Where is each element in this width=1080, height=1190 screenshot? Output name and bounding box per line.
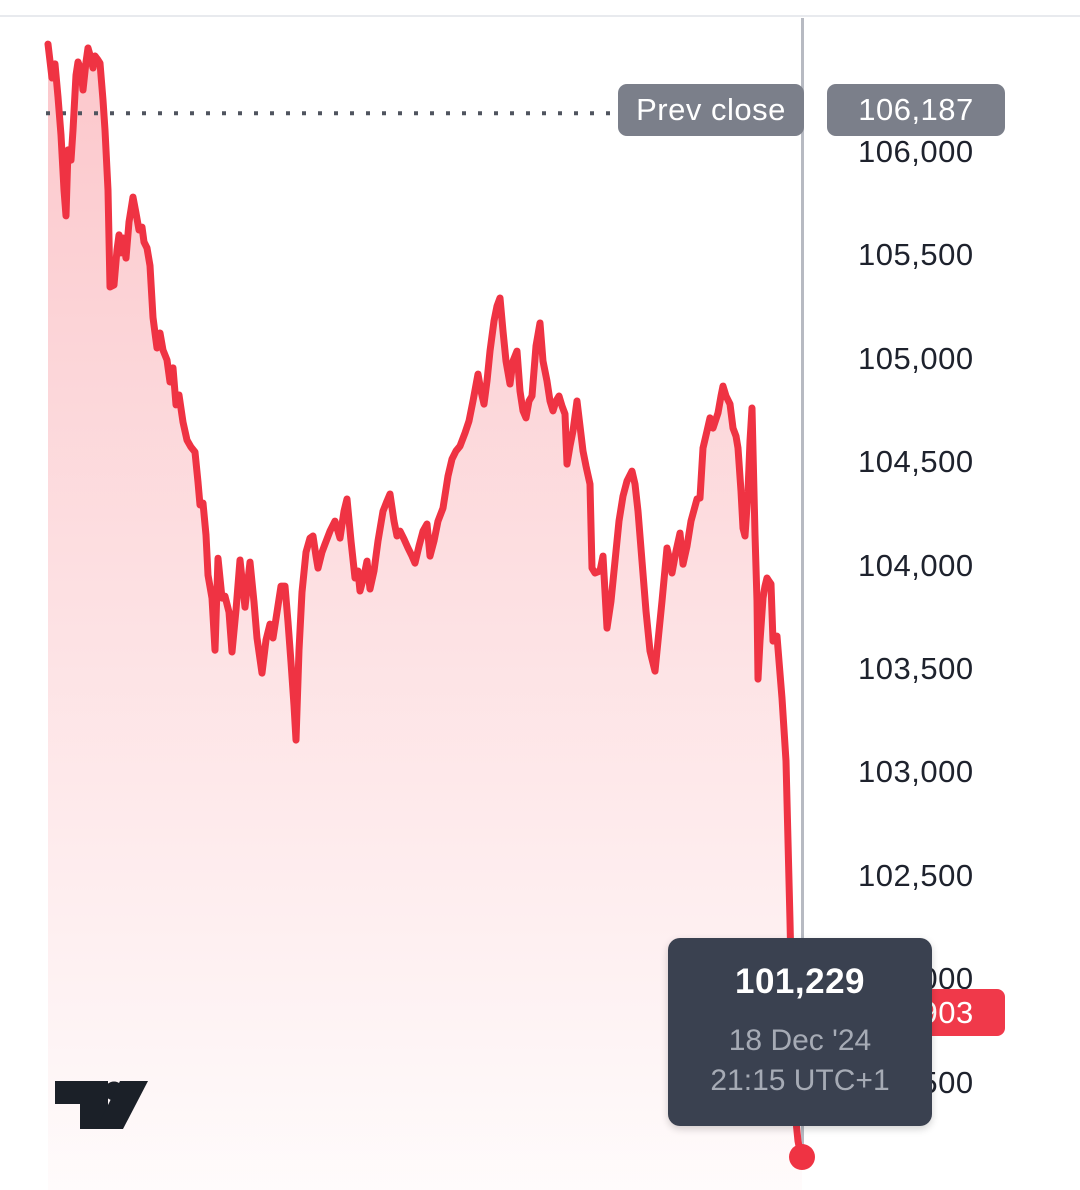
crosshair-point[interactable]: [789, 1144, 815, 1170]
tradingview-logo[interactable]: [0, 0, 200, 1190]
prev-close-value: 106,187: [858, 92, 974, 127]
tooltip-price: 101,229: [734, 962, 866, 1001]
crosshair-tooltip: 101,229 18 Dec '24 21:15 UTC+1: [668, 938, 932, 1126]
area-fill: [48, 44, 802, 1190]
prev-close-label: Prev close: [636, 92, 786, 127]
prev-close-value-badge: 106,187: [827, 84, 1005, 136]
price-line: [44, 40, 806, 1161]
tooltip-date: 18 Dec '24: [728, 1024, 872, 1057]
tooltip-time: 21:15 UTC+1: [710, 1064, 890, 1097]
widget-top-border: [0, 15, 1080, 17]
prev-close-label-badge: Prev close: [618, 84, 804, 136]
